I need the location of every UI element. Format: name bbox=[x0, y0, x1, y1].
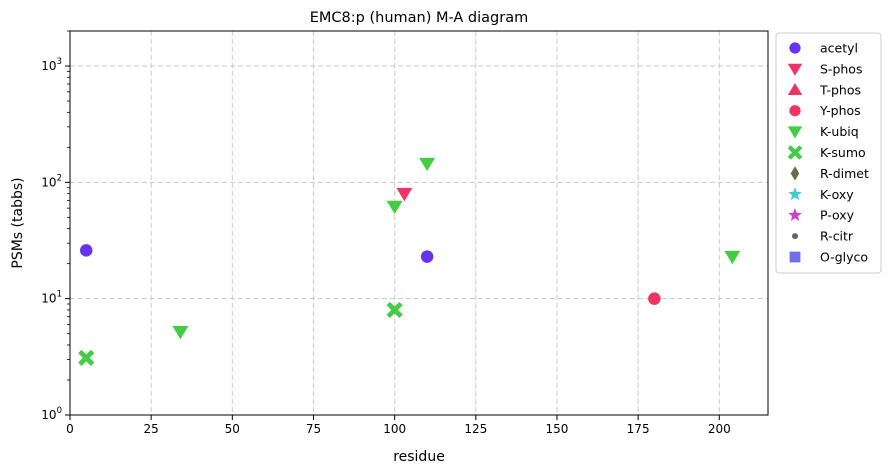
data-points bbox=[78, 157, 741, 366]
x-tick-label: 25 bbox=[144, 422, 159, 436]
legend-marker-O-glyco bbox=[789, 251, 801, 263]
point-S-phos bbox=[396, 187, 413, 202]
legend-marker-S-phos bbox=[787, 63, 803, 76]
y-tick-label: 101 bbox=[41, 290, 62, 306]
x-tick-label: 50 bbox=[225, 422, 240, 436]
legend-label-Y-phos: Y-phos bbox=[819, 103, 861, 118]
point-K-ubiq bbox=[724, 250, 741, 265]
legend-marker-R-citr bbox=[791, 233, 799, 240]
legend-marker-T-phos bbox=[787, 82, 803, 95]
legend-marker-K-ubiq bbox=[787, 126, 803, 139]
y-axis-label: PSMs (tabbs) bbox=[10, 177, 26, 268]
x-axis-label: residue bbox=[393, 449, 445, 465]
x-tick-label: 0 bbox=[66, 422, 74, 436]
point-K-sumo bbox=[386, 301, 403, 319]
legend-label-R-citr: R-citr bbox=[820, 229, 854, 244]
point-K-sumo bbox=[78, 349, 95, 366]
legend-label-S-phos: S-phos bbox=[820, 61, 862, 76]
point-K-ubiq bbox=[172, 325, 189, 340]
legend-label-K-ubiq: K-ubiq bbox=[820, 124, 859, 139]
legend-marker-R-dimet bbox=[790, 166, 800, 181]
point-acetyl bbox=[420, 250, 434, 263]
x-tick-label: 200 bbox=[708, 422, 731, 436]
legend-label-P-oxy: P-oxy bbox=[820, 208, 855, 223]
x-tick-label: 125 bbox=[464, 422, 487, 436]
legend-marker-P-oxy bbox=[788, 208, 802, 222]
x-axis-ticks: 0 25 50 75 100 125 150 175 200 bbox=[66, 415, 731, 436]
point-acetyl bbox=[79, 244, 93, 257]
legend-label-acetyl: acetyl bbox=[820, 41, 858, 56]
chart-title: EMC8:p (human) M-A diagram bbox=[310, 10, 528, 26]
x-tick-label: 75 bbox=[306, 422, 321, 436]
x-tick-label: 150 bbox=[546, 422, 569, 436]
legend-frame bbox=[775, 32, 882, 274]
point-Y-phos bbox=[648, 292, 661, 305]
point-K-ubiq bbox=[419, 157, 436, 172]
legend-label-T-phos: T-phos bbox=[819, 82, 861, 97]
legend-marker-K-sumo bbox=[787, 145, 803, 160]
point-K-ubiq bbox=[386, 200, 403, 215]
legend-label-R-dimet: R-dimet bbox=[820, 166, 869, 181]
y-tick-label: 100 bbox=[41, 406, 62, 422]
legend-marker-acetyl bbox=[789, 42, 801, 54]
grid-lines bbox=[70, 31, 768, 415]
legend-label-O-glyco: O-glyco bbox=[820, 250, 868, 265]
x-tick-label: 175 bbox=[627, 422, 650, 436]
x-tick-label: 100 bbox=[383, 422, 406, 436]
y-tick-label: 103 bbox=[41, 57, 62, 73]
legend-marker-Y-phos bbox=[789, 105, 801, 117]
legend-marker-K-oxy bbox=[788, 187, 802, 201]
legend: acetyl S-phos T-phos Y-phos K-ubiq K-sumo R-di… bbox=[775, 32, 882, 274]
legend-label-K-oxy: K-oxy bbox=[820, 187, 854, 202]
y-axis-ticks: 100 101 102 103 bbox=[41, 30, 70, 422]
plot-frame bbox=[69, 30, 769, 416]
y-tick-label: 102 bbox=[41, 173, 62, 189]
legend-label-K-sumo: K-sumo bbox=[820, 145, 866, 160]
